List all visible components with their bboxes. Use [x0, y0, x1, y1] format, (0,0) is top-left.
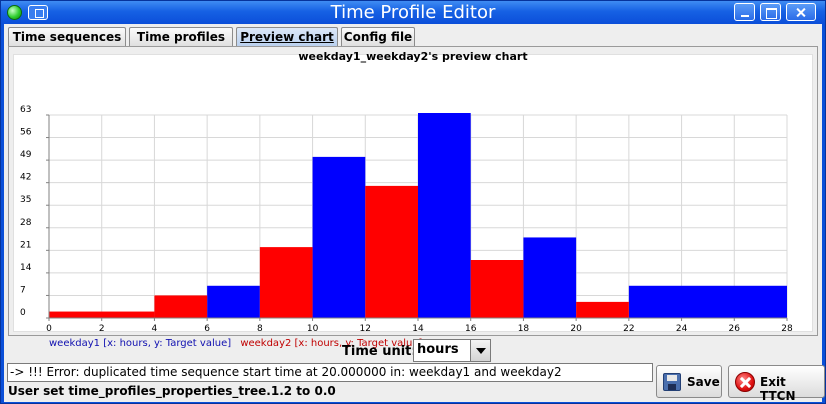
- window-menu-icon[interactable]: [28, 5, 48, 20]
- x-tick-label: 22: [623, 324, 634, 334]
- time-unit-select[interactable]: hours: [413, 339, 491, 362]
- x-tick-label: 14: [412, 324, 424, 334]
- exit-button-label: Exit TTCN: [760, 375, 796, 403]
- x-tick-label: 18: [518, 324, 530, 334]
- bar-weekday2: [49, 311, 155, 318]
- bar-weekday2: [470, 260, 524, 318]
- y-tick-label: 35: [20, 195, 31, 205]
- log-message-field[interactable]: -> !!! Error: duplicated time sequence s…: [7, 363, 653, 382]
- y-tick-label: 42: [20, 173, 31, 183]
- bar-weekday1: [312, 156, 366, 318]
- bar-weekday2: [576, 301, 629, 318]
- x-tick-label: 8: [257, 324, 263, 334]
- chart-title: weekday1_weekday2's preview chart: [298, 50, 528, 63]
- x-tick-label: 24: [676, 324, 688, 334]
- x-tick-label: 12: [360, 324, 371, 334]
- y-tick-label: 28: [20, 218, 32, 228]
- x-tick-label: 6: [204, 324, 210, 334]
- time-unit-value: hours: [417, 342, 459, 357]
- exit-icon: [735, 372, 755, 392]
- tab-label: Time profiles: [136, 30, 226, 44]
- x-tick-label: 20: [570, 324, 582, 334]
- tab-label: Time sequences: [12, 30, 122, 44]
- x-tick-label: 2: [99, 324, 105, 334]
- legend-weekday1: weekday1 [x: hours, y: Target value]: [49, 338, 232, 349]
- y-tick-label: 49: [20, 150, 32, 160]
- tab-config-file[interactable]: Config file: [341, 27, 415, 47]
- tab-time-sequences[interactable]: Time sequences: [8, 27, 126, 47]
- time-unit-label: Time unit:: [342, 344, 417, 359]
- bar-weekday1: [628, 285, 787, 318]
- tab-preview-chart[interactable]: Preview chart: [236, 27, 338, 47]
- title-bar[interactable]: Time Profile Editor: [1, 1, 825, 24]
- tab-label: Config file: [343, 30, 413, 44]
- legend-weekday2: weekday2 [x: hours, y: Target value]: [240, 338, 423, 349]
- bar-weekday1: [207, 285, 260, 318]
- floppy-disk-icon: [663, 373, 681, 391]
- y-tick-label: 14: [20, 263, 32, 273]
- save-button-label: Save: [687, 375, 720, 389]
- x-tick-label: 26: [729, 324, 741, 334]
- status-bar-text: User set time_profiles_properties_tree.1…: [8, 384, 336, 398]
- exit-ttcn-button[interactable]: Exit TTCN: [728, 365, 825, 403]
- y-tick-label: 0: [20, 308, 26, 318]
- x-tick-label: 16: [465, 324, 477, 334]
- bar-weekday1: [418, 113, 471, 318]
- window-title: Time Profile Editor: [330, 2, 496, 23]
- chevron-down-icon[interactable]: [470, 340, 490, 361]
- client-area: Time sequences Time profiles Preview cha…: [4, 24, 825, 403]
- bar-weekday2: [154, 295, 208, 318]
- tab-label: Preview chart: [240, 30, 334, 44]
- preview-chart: 0 2 4 6 8 10 12 14 16 18 20 22 24 26 28071421283542495…: [20, 105, 793, 334]
- y-tick-label: 21: [20, 240, 31, 250]
- maximize-button[interactable]: [760, 3, 781, 21]
- app-status-icon: [7, 5, 22, 20]
- chart-legend: weekday1 [x: hours, y: Target value] wee…: [49, 338, 422, 349]
- close-window-button[interactable]: [786, 3, 816, 21]
- bar-weekday2: [259, 247, 313, 318]
- x-tick-label: 4: [152, 324, 158, 334]
- bar-weekday1: [523, 237, 577, 318]
- y-tick-label: 56: [20, 128, 32, 138]
- y-tick-label: 7: [20, 285, 26, 295]
- bar-weekday2: [365, 185, 418, 318]
- save-button[interactable]: Save: [656, 365, 722, 398]
- y-tick-label: 63: [20, 105, 31, 115]
- minimize-button[interactable]: [734, 3, 755, 21]
- tab-time-profiles[interactable]: Time profiles: [129, 27, 233, 47]
- x-tick-label: 10: [307, 324, 319, 334]
- x-tick-label: 0: [46, 324, 52, 334]
- x-tick-label: 28: [781, 324, 793, 334]
